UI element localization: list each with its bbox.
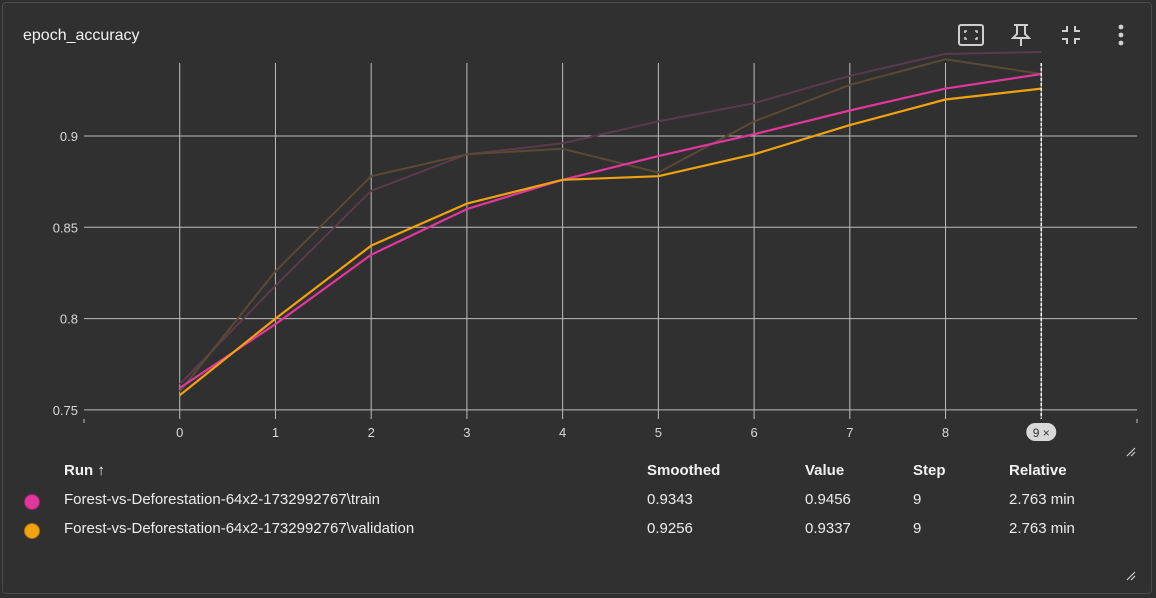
chart-resize-handle[interactable] — [1126, 447, 1136, 457]
y-tick-label: 0.9 — [60, 129, 78, 144]
raw-series-line — [178, 51, 1042, 385]
run-name: Forest-vs-Deforestation-64x2-1732992767\… — [64, 520, 415, 537]
x-tick-label: 3 — [463, 425, 470, 440]
y-tick-label: 0.85 — [53, 220, 78, 235]
header-relative: Relative — [1009, 462, 1067, 479]
header-step: Step — [913, 462, 946, 479]
card-toolbar — [957, 21, 1135, 49]
raw-series-line — [178, 58, 1042, 393]
accuracy-chart[interactable]: 0.75 0.8 0.85 0.9 0 1 2 3 4 5 6 7 8 9 × — [0, 0, 1156, 460]
smoothed-value: 0.9343 — [647, 491, 693, 508]
step-value: 9 — [913, 491, 922, 508]
cursor-label-pill — [1026, 423, 1057, 441]
run-color-swatch[interactable] — [24, 494, 40, 510]
more-vert-icon — [1118, 24, 1124, 46]
smoothed-value: 0.9256 — [647, 520, 693, 537]
more-options-button[interactable] — [1107, 21, 1135, 49]
pin-button[interactable] — [1007, 21, 1035, 49]
card-title: epoch_accuracy — [23, 27, 140, 44]
x-tick-label: 4 — [559, 425, 566, 440]
header-value: Value — [805, 462, 845, 479]
x-tick-label: 8 — [942, 425, 949, 440]
run-name: Forest-vs-Deforestation-64x2-1732992767\… — [64, 491, 381, 508]
x-tick-label: 0 — [176, 425, 183, 440]
x-tick-label: 5 — [655, 425, 662, 440]
relative-time: 2.763 min — [1009, 491, 1075, 508]
cursor-label: 9 × — [1033, 426, 1050, 440]
x-tick-label: 1 — [272, 425, 279, 440]
smoothed-series-line — [179, 87, 1042, 397]
pin-icon — [1011, 24, 1031, 46]
table-resize-handle[interactable] — [1126, 571, 1136, 581]
smoothed-series-line — [179, 72, 1042, 389]
x-tick-label: 6 — [750, 425, 757, 440]
x-tick-label: 7 — [846, 425, 853, 440]
step-value: 9 — [913, 520, 922, 537]
fullscreen-exit-icon — [1062, 26, 1080, 44]
x-tick-label: 2 — [368, 425, 375, 440]
fit-domain-icon — [958, 24, 984, 46]
fullscreen-exit-button[interactable] — [1057, 21, 1085, 49]
y-tick-label: 0.8 — [60, 312, 78, 327]
raw-value: 0.9456 — [805, 491, 851, 508]
table-row: Forest-vs-Deforestation-64x2-1732992767\… — [0, 516, 1150, 544]
relative-time: 2.763 min — [1009, 520, 1075, 537]
y-tick-label: 0.75 — [53, 403, 78, 418]
raw-value: 0.9337 — [805, 520, 851, 537]
table-row: Forest-vs-Deforestation-64x2-1732992767\… — [0, 487, 1150, 515]
run-color-swatch[interactable] — [24, 523, 40, 539]
header-run[interactable]: Run ↑ — [64, 462, 105, 479]
fit-domain-button[interactable] — [957, 21, 985, 49]
header-smoothed: Smoothed — [647, 462, 721, 479]
